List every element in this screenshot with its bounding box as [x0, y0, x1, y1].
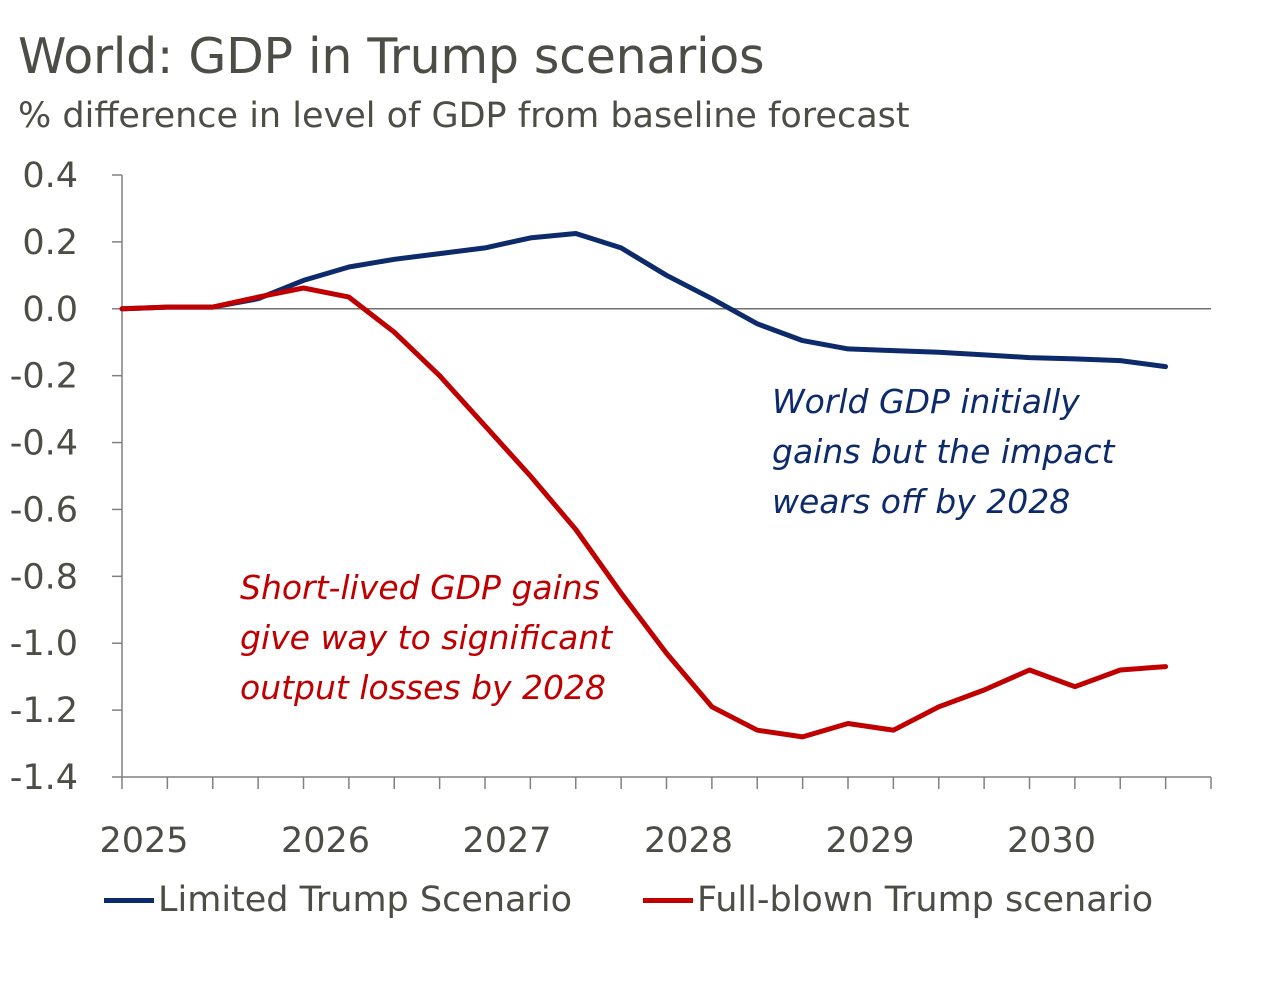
annotation-fullblown-scenario: Short-lived GDP gains give way to signif…	[240, 563, 612, 713]
y-tick-label: 0.0	[22, 290, 78, 330]
series-line-fullblown	[119, 285, 1169, 740]
annotation-limited-scenario: World GDP initially gains but the impact…	[772, 377, 1114, 527]
chart-subtitle: % difference in level of GDP from baseli…	[18, 96, 910, 136]
annotation-limited-line-1: World GDP initially	[772, 382, 1080, 421]
chart-title: World: GDP in Trump scenarios	[18, 28, 765, 85]
annotation-limited-line-3: wears off by 2028	[772, 482, 1071, 521]
legend-item-limited: Limited Trump Scenario	[104, 875, 572, 925]
annotation-fullblown-line-1: Short-lived GDP gains	[240, 568, 600, 607]
series-line-limited	[119, 231, 1169, 370]
y-tick-label: -0.8	[10, 557, 78, 597]
legend-item-fullblown: Full-blown Trump scenario	[643, 875, 1153, 925]
chart-axes: 0.4 0.2 0.0 -0.2 -0.4 -0.6 -0.8 -1.0 -1.2 -1.4 202…	[10, 156, 1212, 861]
x-tick-label: 2028	[644, 821, 733, 861]
annotation-limited-line-2: gains but the impact	[772, 432, 1115, 471]
y-tick-label: -0.6	[10, 490, 78, 530]
x-tick-label: 2025	[99, 821, 188, 861]
legend-label-limited: Limited Trump Scenario	[158, 880, 573, 920]
annotation-fullblown-line-3: output losses by 2028	[240, 668, 607, 707]
legend-swatch-fullblown	[643, 897, 693, 903]
y-tick-label: -0.2	[10, 357, 78, 397]
chart-legend: Limited Trump Scenario Full-blown Trump …	[0, 875, 1283, 925]
y-tick-label: 0.2	[22, 223, 78, 263]
x-tick-label: 2030	[1007, 821, 1096, 861]
x-tick-label: 2026	[281, 821, 370, 861]
x-tick-label: 2027	[462, 821, 551, 861]
y-tick-label: -1.0	[10, 624, 78, 664]
annotation-fullblown-line-2: give way to significant	[240, 618, 613, 657]
legend-swatch-limited	[104, 897, 154, 903]
y-tick-label: -1.2	[10, 691, 78, 731]
chart-series	[119, 231, 1169, 740]
legend-label-fullblown: Full-blown Trump scenario	[697, 880, 1154, 920]
y-tick-label: -0.4	[10, 424, 78, 464]
x-tick-label: 2029	[825, 821, 914, 861]
y-tick-label: 0.4	[22, 156, 78, 196]
y-tick-label: -1.4	[10, 758, 78, 798]
